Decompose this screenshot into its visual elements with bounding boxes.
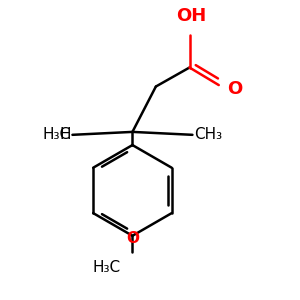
Text: H: H: [59, 127, 71, 142]
Text: H₃C: H₃C: [93, 260, 121, 275]
Text: H₃C: H₃C: [43, 127, 71, 142]
Text: OH: OH: [176, 7, 206, 25]
Text: CH₃: CH₃: [194, 127, 222, 142]
Text: O: O: [227, 80, 243, 98]
Text: O: O: [126, 231, 139, 246]
